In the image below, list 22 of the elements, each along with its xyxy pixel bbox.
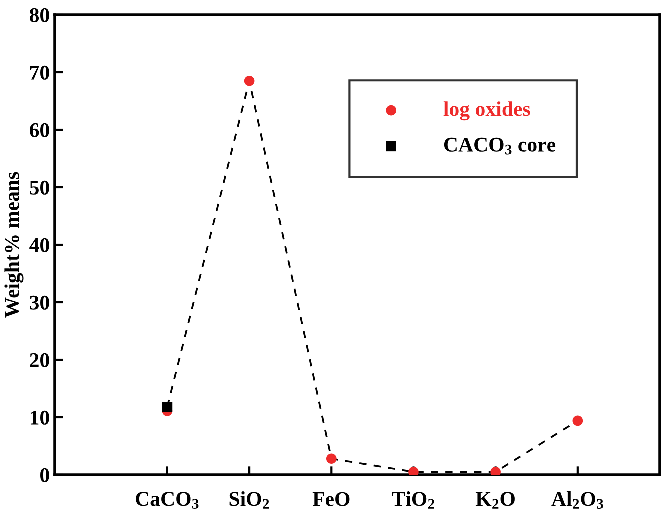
x-tick-label: K$_{2}$O — [476, 492, 515, 509]
legend-label: log oxides — [444, 102, 530, 121]
point — [572, 416, 584, 426]
y-tick-label: 80 — [30, 8, 50, 22]
x-tick-label: Al$_{2}$O$_{3}$ — [552, 492, 604, 510]
y-axis-title: Weight% means — [4, 172, 24, 318]
x-tick-label: SiO$_{2}$ — [230, 492, 270, 509]
y-tick-label: 0 — [40, 468, 50, 482]
x-tick-label: TiO$_{2}$ — [392, 492, 434, 509]
legend-label: CACO$_{3}$ core — [444, 138, 556, 155]
y-tick-label: 10 — [30, 410, 50, 425]
point — [162, 402, 173, 412]
x-tick-label: FeO — [312, 492, 350, 506]
y-tick-label: 70 — [30, 66, 50, 80]
y-tick-label: 40 — [30, 238, 50, 252]
y-tick-label: 30 — [30, 296, 50, 310]
y-tick-label: 50 — [30, 180, 50, 195]
x-tick-label: CaCO$_{3}$ — [136, 492, 199, 509]
y-tick-label: 20 — [30, 353, 50, 368]
point — [244, 76, 255, 86]
point — [326, 454, 337, 464]
y-tick-label: 60 — [30, 123, 50, 138]
